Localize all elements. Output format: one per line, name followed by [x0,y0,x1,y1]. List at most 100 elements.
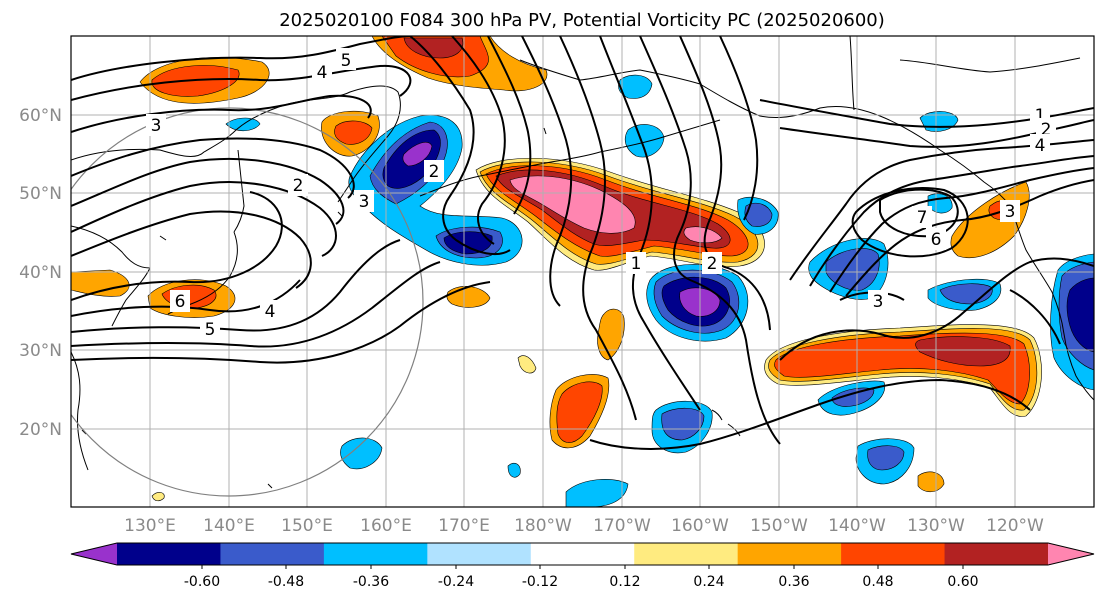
contour-label: 3 [1005,202,1016,222]
pv-negative-core [1066,277,1094,353]
contour-line [851,187,969,258]
coastline-hawaii [711,409,741,437]
lon-label: 140°E [203,516,255,536]
lon-label: 140°W [828,516,886,536]
colorbar-swatches [71,543,1094,565]
pv-positive-area [517,355,537,374]
pv-negative-area [507,462,521,478]
contour-line [1009,289,1061,345]
contour-line [71,157,345,225]
contour-label: 1 [631,254,642,274]
contour-label-bg [1000,200,1020,222]
contour-line [589,378,1031,450]
coastline-arctic [849,36,1081,111]
coastline-north-america [1009,205,1094,401]
contour-label: 4 [1035,136,1046,156]
pv-negative-area [618,74,653,99]
coastline-china-south [71,351,89,471]
contour-line [71,94,372,133]
pv-positive-area [71,269,130,297]
contour-labels: 5 4 3 2 3 2 1 2 3 4 5 [146,48,1056,340]
contour-line [719,36,759,221]
pv-negative-area [340,437,383,470]
colorbar-tick-label: -0.24 [438,574,474,590]
colorbar-tick-label: 0.12 [609,574,640,590]
figure-title: 2025020100 F084 300 hPa PV, Potential Vo… [279,10,885,31]
colorbar-swatch [427,543,532,565]
pv-negative-area [831,387,875,407]
pv-positive-core [334,120,373,145]
contour-line [809,155,1094,287]
colorbar-tick-label: 0.36 [778,574,809,590]
contour-label: 3 [151,116,162,136]
contour-line [409,36,511,256]
contour-label-bg [170,290,190,312]
latitude-labels: 60°N 50°N 40°N 30°N 20°N [19,106,62,440]
lon-label: 160°W [671,516,729,536]
lat-label: 60°N [19,106,62,126]
coastline-alaska [519,59,1011,207]
colorbar-swatch [117,543,221,565]
pv-positive-area [151,492,165,502]
contour-label: 2 [1041,120,1052,140]
contour-label-bg [702,252,722,274]
contour-line [71,181,337,257]
contour-line [71,137,355,199]
lat-label: 50°N [19,184,62,204]
pv-negative-area [867,445,905,471]
pv-negative-area [661,407,705,441]
contour-label: 6 [175,292,186,312]
contour-label-bg [912,206,932,228]
contour-line [71,279,301,317]
contour-label: 2 [293,176,304,196]
contour-label: 6 [931,230,942,250]
coastline-kamchatka [337,135,389,203]
contour-label-bg [200,318,220,340]
coastline-korea [111,267,151,327]
contour-line [639,36,781,445]
contour-label-bg [260,300,280,322]
colorbar-extend-min [71,543,117,565]
contour-label-bg [424,160,444,182]
lat-label: 20°N [19,420,62,440]
contour-line [71,64,412,101]
contour-line [521,36,573,307]
colorbar-swatch [530,543,635,565]
contour-label-bg [288,174,308,196]
contour-line [487,36,532,215]
contour-label: 2 [429,162,440,182]
colorbar-tick-label: 0.60 [947,574,978,590]
colorbar-ticks [201,565,964,569]
contour-line [451,36,506,245]
contour-label-bg [926,228,946,250]
contour-line [71,36,411,81]
colorbar-swatch [944,543,1049,565]
contour-label-bg [868,290,888,312]
pv-negative-area [624,124,665,158]
lon-label: 150°W [750,516,808,536]
pv-positive-core [915,336,1011,367]
colorbar-swatch [220,543,325,565]
contour-line [559,36,637,421]
contour-label-bg [1030,134,1050,156]
contour-line [879,188,959,238]
contour-label: 5 [341,51,352,71]
colorbar-swatch [737,543,842,565]
lon-label: 150°E [281,516,333,536]
colorbar-tick-labels: -0.60 -0.48 -0.36 -0.24 -0.12 0.12 0.24 … [184,574,979,590]
contour-line [71,261,441,348]
coastline-asia [71,85,401,161]
contour-line [71,191,283,301]
colorbar-tick-label: -0.36 [353,574,389,590]
pv-contours [71,36,1094,450]
coastline-sakhalin [233,149,245,233]
colorbar-tick-label: -0.12 [522,574,558,590]
lon-label: 120°W [986,516,1044,536]
contour-line [71,281,491,364]
contour-label-bg [146,114,166,136]
contour-label: 3 [873,292,884,312]
map-frame [70,35,1095,508]
contour-line [759,99,1094,128]
contour-line [779,119,1094,148]
